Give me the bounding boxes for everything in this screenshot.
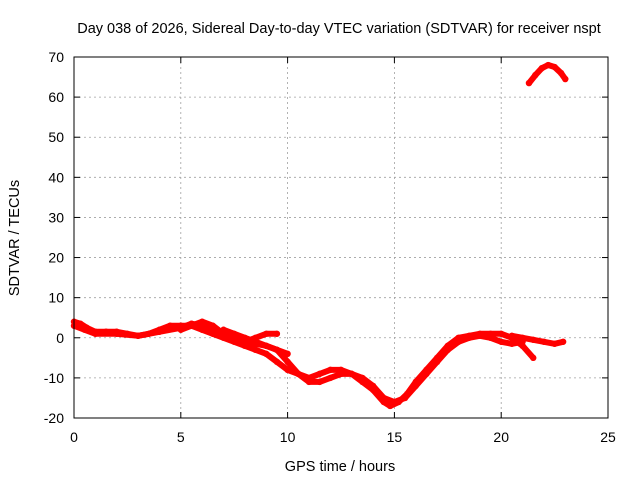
data-point: [559, 338, 567, 345]
data-point: [284, 350, 291, 358]
x-tick-label: 0: [70, 429, 78, 445]
tick-labels: 0 5 10 15 20 25 -20 -10 0 10 20 30 40 50 60 70: [44, 49, 616, 445]
data-point: [557, 69, 565, 77]
y-tick-label: -20: [44, 410, 64, 426]
data-point: [231, 330, 238, 337]
series-line: [177, 318, 280, 345]
data-point: [316, 378, 323, 386]
data-point: [412, 382, 419, 390]
data-point: [263, 350, 270, 358]
axes: [73, 56, 609, 419]
y-tick-label: 0: [56, 330, 64, 346]
data-point: [263, 342, 270, 349]
x-tick-label: 15: [387, 429, 403, 445]
data-point: [525, 79, 533, 87]
x-tick-label: 10: [280, 429, 296, 445]
y-tick-label: 70: [48, 49, 64, 65]
data-point: [273, 330, 281, 337]
data-point: [241, 334, 249, 341]
y-tick-label: 20: [48, 250, 64, 266]
data-point: [209, 322, 217, 329]
series-track-a: [70, 318, 537, 410]
data-point: [465, 334, 473, 341]
data-point: [177, 326, 184, 333]
data-point: [508, 340, 516, 347]
data-point: [401, 394, 409, 402]
data-point: [444, 346, 451, 354]
data-point: [327, 374, 334, 382]
series-track-d: [220, 326, 291, 358]
data-point: [487, 334, 494, 341]
data-point: [81, 326, 88, 333]
x-tick-label: 5: [177, 429, 185, 445]
x-tick-label: 20: [493, 429, 509, 445]
data-point: [156, 328, 163, 335]
data-point: [252, 338, 259, 345]
data-point: [551, 63, 558, 71]
data-point: [327, 366, 334, 374]
data-points: [70, 61, 569, 410]
data-point: [540, 338, 548, 345]
y-tick-label: -10: [44, 370, 64, 386]
data-point: [498, 330, 505, 337]
data-point: [508, 332, 516, 339]
data-point: [369, 382, 377, 390]
series-track-e: [508, 332, 567, 347]
data-point: [348, 370, 355, 378]
data-point: [316, 370, 323, 378]
data-point: [337, 370, 345, 378]
plot-frame: [73, 56, 609, 419]
data-point: [530, 336, 537, 343]
data-point: [359, 374, 366, 382]
data-point: [551, 340, 558, 347]
data-point: [519, 334, 526, 341]
data-point: [273, 358, 281, 366]
data-point: [284, 358, 291, 366]
data-point: [134, 332, 142, 339]
data-point: [188, 322, 195, 329]
grid-lines: [74, 57, 608, 418]
data-point: [295, 370, 302, 378]
chart-title: Day 038 of 2026, Sidereal Day-to-day VTE…: [77, 21, 601, 37]
series-track-b: [70, 320, 526, 406]
data-point: [220, 326, 227, 333]
data-point: [284, 366, 291, 374]
y-tick-label: 10: [48, 290, 64, 306]
data-point: [433, 358, 441, 366]
y-tick-label: 50: [48, 129, 64, 145]
data-point: [386, 402, 394, 410]
x-axis-label: GPS time / hours: [285, 459, 395, 475]
data-point: [530, 354, 537, 362]
data-point: [380, 394, 387, 402]
y-tick-label: 30: [48, 209, 64, 225]
y-tick-label: 40: [48, 169, 64, 185]
y-tick-label: 60: [48, 89, 64, 105]
data-point: [423, 370, 430, 378]
data-point: [562, 75, 569, 83]
y-axis-label: SDTVAR / TECUs: [7, 180, 23, 296]
data-point: [544, 61, 552, 69]
data-point: [305, 378, 313, 386]
data-point: [476, 332, 484, 339]
data-point: [455, 338, 462, 345]
data-point: [273, 346, 281, 354]
data-point: [538, 65, 545, 72]
series-track-f: [525, 61, 569, 87]
data-point: [92, 330, 99, 337]
data-point: [263, 330, 270, 337]
data-point: [198, 318, 206, 325]
data-point: [113, 330, 120, 337]
series-line: [71, 320, 526, 405]
data-point: [532, 71, 539, 79]
x-tick-label: 25: [600, 429, 616, 445]
data-point: [391, 398, 398, 406]
data-point: [252, 346, 259, 354]
data-point: [498, 338, 505, 345]
